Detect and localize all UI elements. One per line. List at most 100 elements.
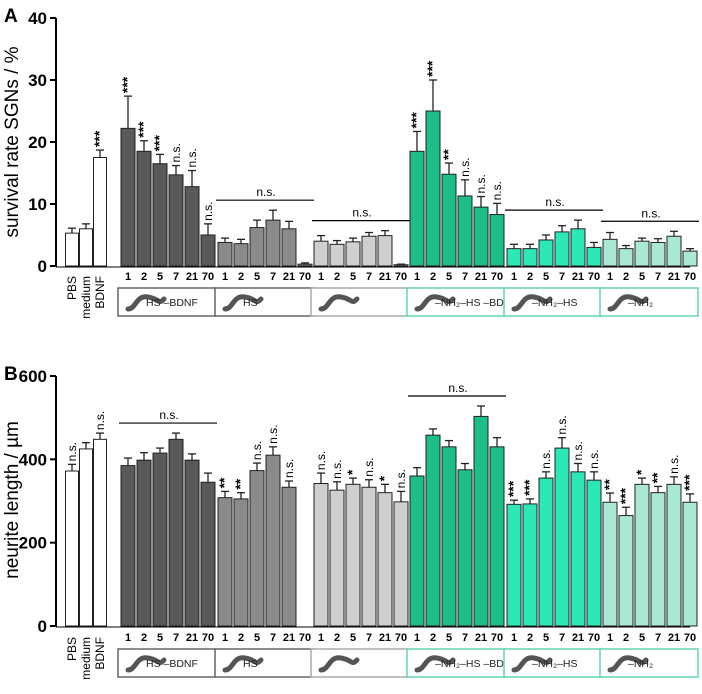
significance-label: n.s.: [587, 449, 601, 468]
category-label: 5: [446, 632, 452, 644]
bar: [441, 173, 457, 267]
significance-label: *: [376, 475, 392, 481]
category-label: 21: [572, 271, 584, 283]
bar: [538, 239, 554, 267]
significance-label: ***: [135, 121, 151, 138]
y-tick-label: 0: [38, 257, 47, 276]
group-legend-box: [214, 648, 314, 678]
category-label: 5: [350, 271, 356, 283]
bar: [120, 465, 136, 627]
bar: [93, 438, 107, 627]
significance-label: ***: [119, 76, 135, 93]
panel-letter: A: [4, 6, 18, 27]
bar: [570, 471, 586, 627]
bar: [329, 243, 345, 267]
nanoparticle-icon: [318, 655, 360, 673]
bar: [682, 501, 698, 627]
bar: [345, 241, 361, 267]
significance-label: *: [633, 469, 649, 475]
bar: [361, 235, 377, 267]
bar: [377, 492, 393, 627]
category-label: 70: [202, 632, 214, 644]
bar: [136, 459, 152, 627]
bar: [184, 186, 200, 267]
bracket-label: n.s.: [256, 185, 275, 199]
category-label: 1: [414, 271, 420, 283]
bar: [217, 497, 233, 627]
bar: [265, 219, 281, 267]
bar: [618, 248, 634, 267]
category-label: 21: [379, 271, 391, 283]
category-label: 5: [639, 271, 645, 283]
category-label: 21: [186, 271, 198, 283]
y-tick-label: 200: [19, 534, 47, 553]
category-label: 1: [318, 632, 324, 644]
category-label: 7: [173, 271, 179, 283]
bar: [473, 415, 489, 627]
category-label: 5: [157, 271, 163, 283]
category-label: 70: [588, 271, 600, 283]
bar: [93, 157, 107, 267]
significance-label: n.s.: [65, 442, 79, 461]
control-category-label: PBS: [65, 637, 79, 661]
significance-label: ***: [505, 480, 521, 497]
group-label: HS: [243, 658, 258, 670]
bar: [586, 479, 602, 627]
group-label: HS –BDNF: [146, 297, 198, 309]
y-tick-label: 10: [28, 195, 47, 214]
bar: [393, 501, 409, 627]
nanoparticle-icon: [414, 294, 456, 312]
category-label: 7: [270, 632, 276, 644]
bar: [554, 231, 570, 267]
bar: [425, 110, 441, 267]
bar: [152, 452, 168, 627]
bar: [489, 214, 505, 267]
category-label: 21: [475, 632, 487, 644]
bar: [313, 483, 329, 627]
category-label: 5: [157, 632, 163, 644]
bar: [136, 150, 152, 267]
category-label: 21: [283, 271, 295, 283]
category-label: 1: [125, 632, 131, 644]
category-label: 5: [254, 632, 260, 644]
significance-label: n.s.: [539, 449, 553, 468]
bar: [489, 446, 505, 627]
significance-label: n.s.: [201, 201, 215, 220]
significance-label: ***: [521, 479, 537, 496]
bar: [233, 243, 249, 267]
category-label: 70: [684, 271, 696, 283]
panel-letter: B: [4, 364, 18, 385]
y-axis-label: neurite length / µm: [2, 421, 23, 579]
category-label: 21: [186, 632, 198, 644]
bar: [650, 241, 666, 267]
significance-label: n.s.: [394, 469, 408, 488]
bracket-label: n.s.: [448, 381, 467, 395]
bar: [602, 238, 618, 267]
bar: [361, 486, 377, 627]
significance-label: n.s.: [282, 459, 296, 478]
group-label: –NH₂–HS: [532, 297, 578, 309]
category-label: 1: [222, 632, 228, 644]
significance-label: n.s.: [490, 181, 504, 200]
bar: [281, 228, 297, 267]
category-label: 2: [430, 271, 436, 283]
category-label: 70: [395, 632, 407, 644]
y-axis-label: survival rate SGNs / %: [2, 46, 23, 237]
category-label: 7: [462, 632, 468, 644]
category-label: 70: [491, 632, 503, 644]
control-category-label: BDNF: [93, 276, 107, 309]
bar: [168, 174, 184, 267]
category-label: 70: [202, 271, 214, 283]
y-tick-label: 0: [38, 617, 47, 636]
significance-label: n.s.: [93, 411, 107, 430]
category-label: 70: [299, 632, 311, 644]
category-label: 7: [173, 632, 179, 644]
category-label: 5: [254, 271, 260, 283]
bar: [634, 240, 650, 267]
significance-label: ***: [151, 135, 167, 152]
y-tick-label: 40: [28, 9, 47, 28]
bar: [506, 248, 522, 267]
category-label: 7: [655, 632, 661, 644]
bar: [570, 228, 586, 267]
